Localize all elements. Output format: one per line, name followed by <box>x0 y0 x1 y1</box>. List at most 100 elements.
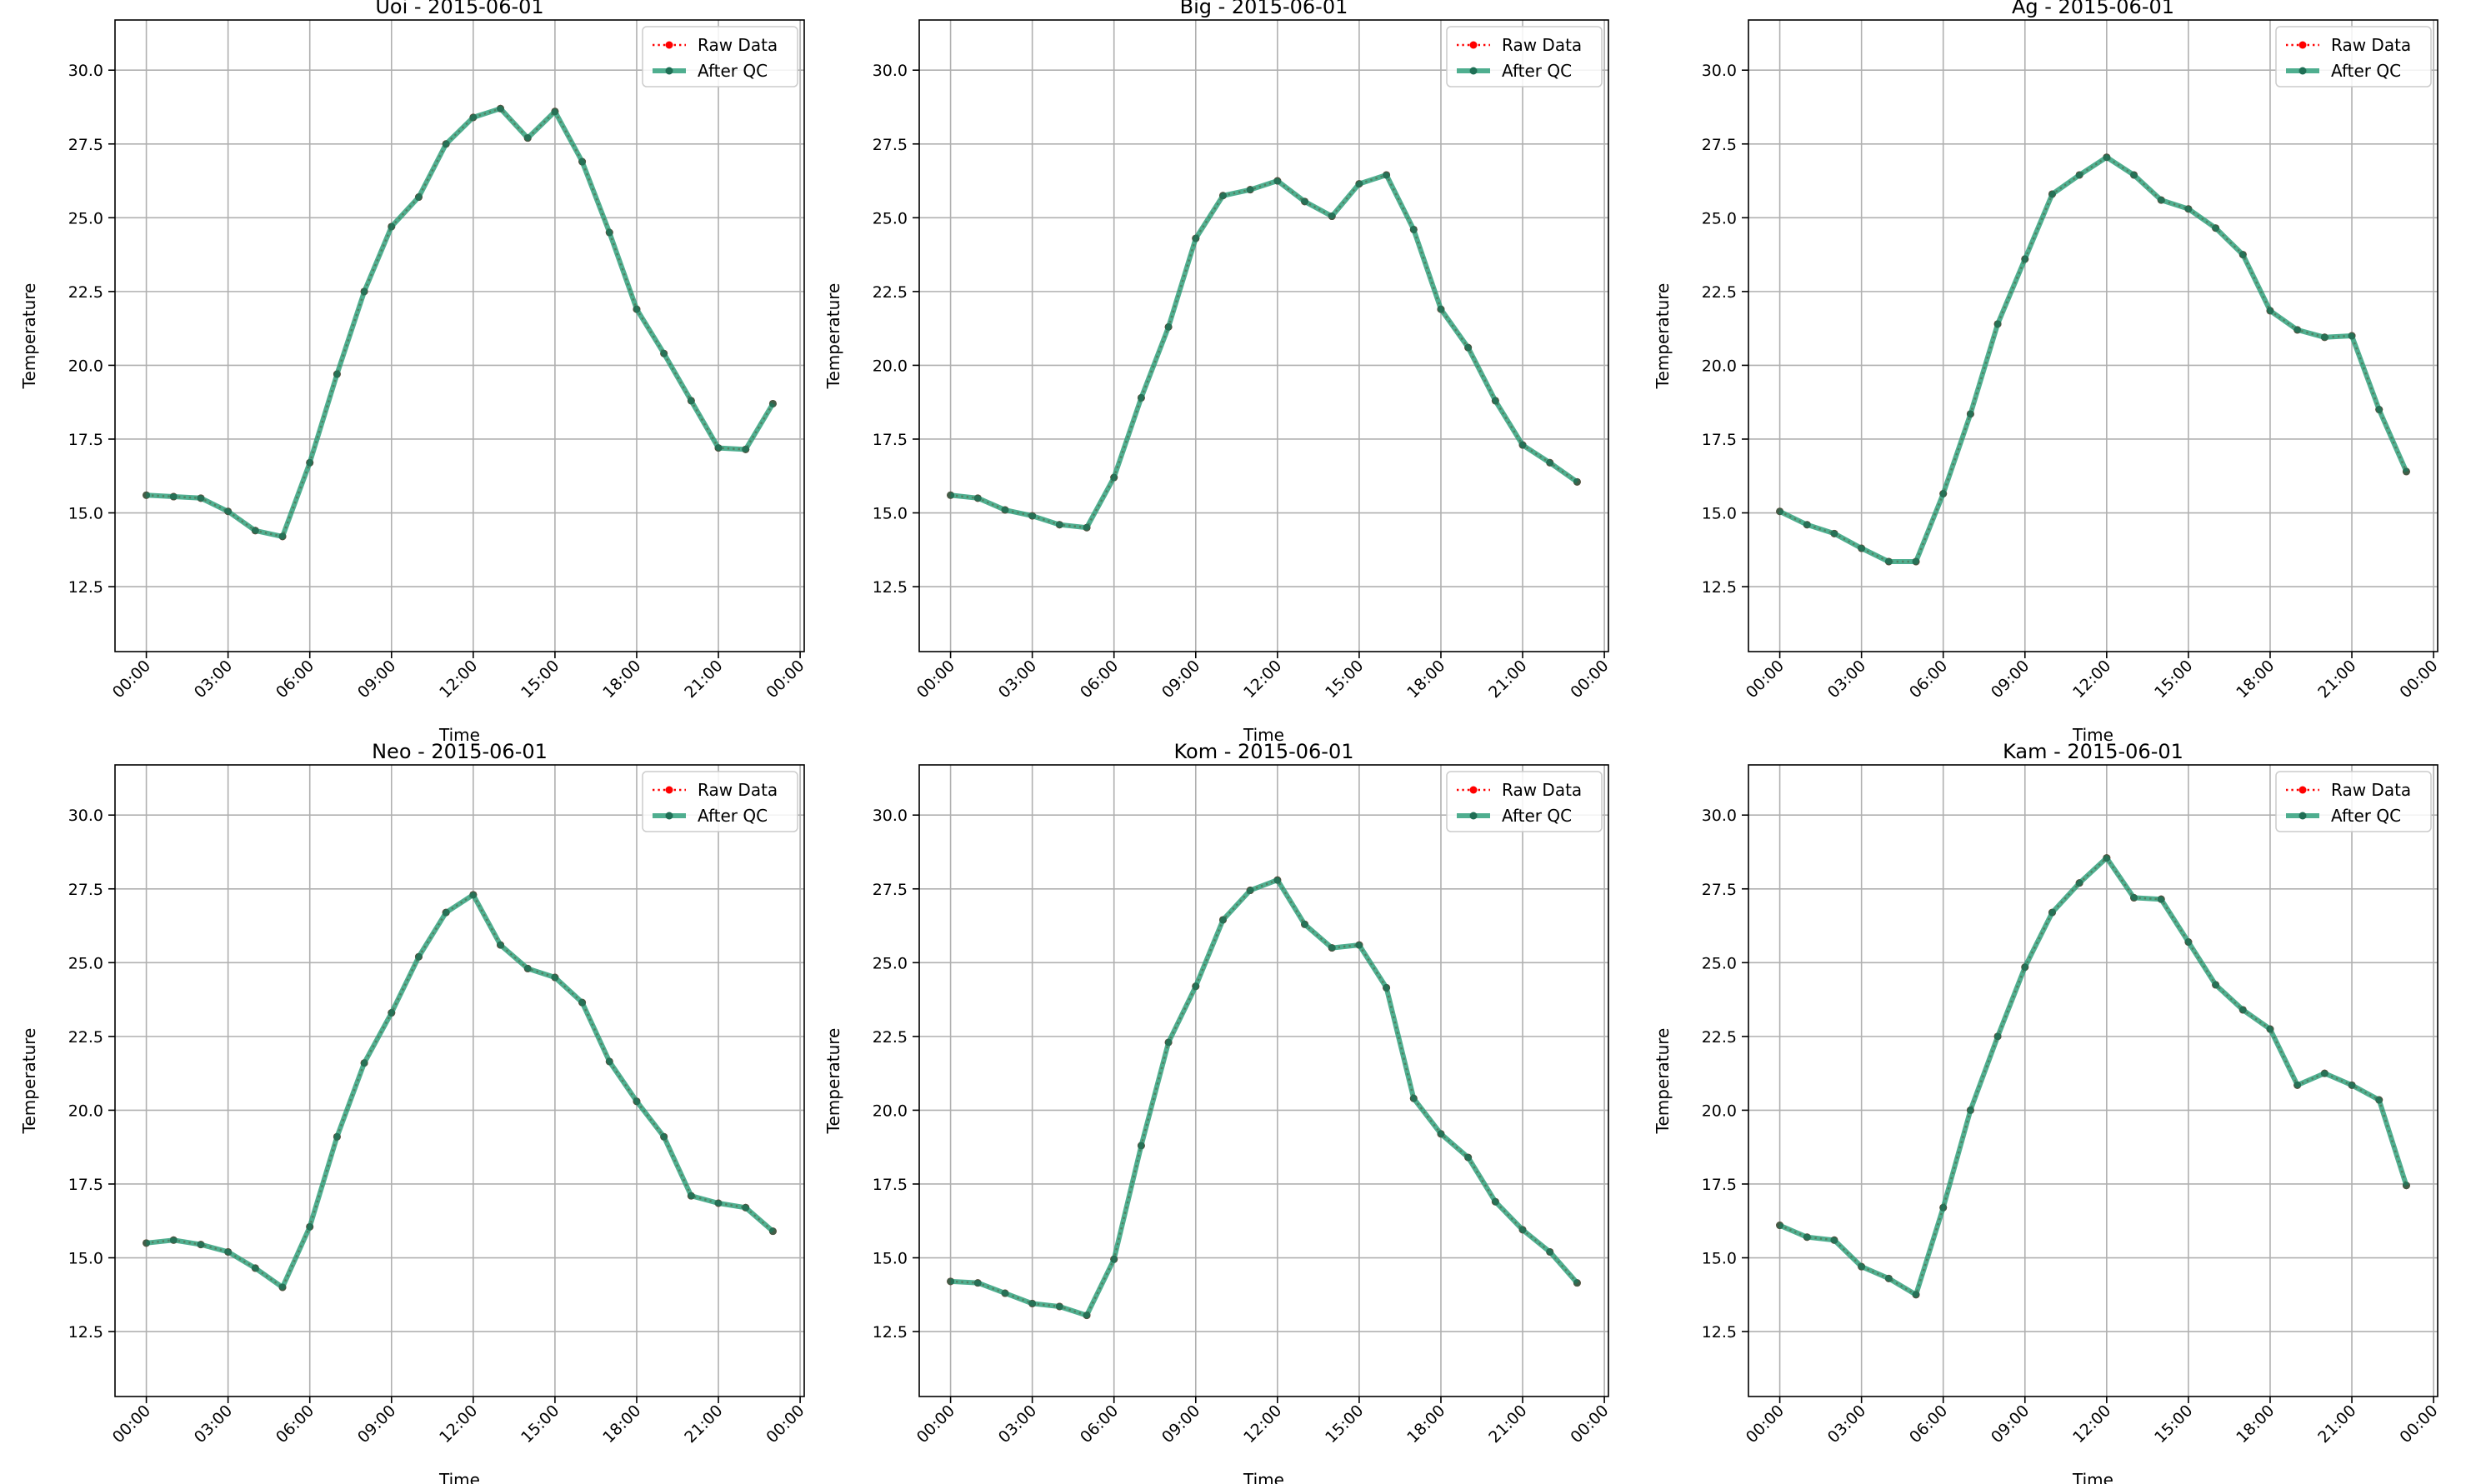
data-point-after-qc <box>2238 251 2247 259</box>
y-tick-label: 17.5 <box>1702 431 1737 449</box>
series-line-after-qc <box>1778 855 2409 1297</box>
legend: Raw Data After QC <box>2275 26 2432 87</box>
chart-panel-5: 00:00 03:00 06:00 09:00 12:00 15:00 18:00 21:00… <box>823 740 1613 1484</box>
data-point-after-qc <box>1491 1197 1499 1206</box>
data-point-after-qc <box>2075 171 2083 179</box>
data-point-after-qc <box>1939 1203 1948 1212</box>
data-point-after-qc <box>1218 192 1227 200</box>
x-axis-label: Time <box>2072 1470 2113 1484</box>
legend: Raw Data After QC <box>642 26 798 87</box>
data-point-after-qc <box>388 1009 396 1017</box>
legend-marker-raw-data <box>1469 786 1478 794</box>
y-tick-label: 17.5 <box>873 431 908 449</box>
legend-marker-after-qc <box>1469 67 1478 75</box>
data-point-after-qc <box>2375 406 2383 414</box>
data-point-after-qc <box>224 507 233 516</box>
legend-marker-raw-data <box>1469 41 1478 49</box>
x-tick-label: 00:00 <box>1567 657 1612 702</box>
data-point-after-qc <box>1912 1291 1920 1299</box>
data-point-after-qc <box>2021 963 2029 972</box>
x-tick-label: 09:00 <box>1158 1402 1203 1447</box>
data-point-after-qc <box>2184 205 2193 213</box>
data-point-after-qc <box>947 1277 955 1286</box>
legend-marker-raw-data <box>665 786 673 794</box>
legend: Raw Data After QC <box>642 771 798 832</box>
data-point-after-qc <box>1164 1038 1173 1047</box>
data-point-after-qc <box>1884 1274 1893 1282</box>
data-point-after-qc <box>551 107 559 116</box>
data-point-after-qc <box>1776 507 1784 516</box>
data-point-after-qc <box>306 1222 314 1231</box>
data-point-after-qc <box>1055 1302 1063 1311</box>
y-tick-label: 25.0 <box>873 954 908 972</box>
data-point-after-qc <box>2320 1069 2328 1077</box>
chart-panel-4: 00:00 03:00 06:00 09:00 12:00 15:00 18:00 21:00… <box>19 740 808 1484</box>
data-point-after-qc <box>1028 1299 1037 1307</box>
y-tick-label: 15.0 <box>1702 1250 1737 1268</box>
y-tick-label: 12.5 <box>68 578 103 597</box>
y-axis-label: Temperature <box>823 283 843 390</box>
y-tick-label: 30.0 <box>68 62 103 80</box>
legend: Raw Data After QC <box>1446 26 1603 87</box>
x-tick-label: 21:00 <box>1485 1402 1530 1447</box>
data-point-after-qc <box>523 964 532 972</box>
legend-label: After QC <box>2331 806 2401 826</box>
x-tick-label: 03:00 <box>1824 1402 1869 1447</box>
data-point-after-qc <box>2266 307 2274 315</box>
data-point-after-qc <box>1884 557 1893 566</box>
x-tick-label: 09:00 <box>354 1402 399 1447</box>
data-point-after-qc <box>1301 197 1309 206</box>
data-point-after-qc <box>333 370 341 378</box>
x-tick-label: 03:00 <box>995 1402 1040 1447</box>
data-point-after-qc <box>2375 1096 2383 1104</box>
x-tick-label: 00:00 <box>763 1402 808 1447</box>
y-tick-label: 12.5 <box>873 1323 908 1342</box>
data-point-after-qc <box>2348 1081 2356 1089</box>
data-point-after-qc <box>1858 1262 1866 1271</box>
legend-label: Raw Data <box>1502 35 1582 55</box>
y-axis-label: Temperature <box>19 283 39 390</box>
x-tick-label: 09:00 <box>354 657 399 702</box>
data-point-after-qc <box>442 908 450 917</box>
legend-label: Raw Data <box>1502 780 1582 800</box>
chart-title: Uoi - 2015-06-01 <box>375 0 543 18</box>
plot-frame <box>1748 764 2438 1397</box>
legend-label: After QC <box>698 61 768 81</box>
y-tick-label: 27.5 <box>1702 881 1737 899</box>
y-axis-label: Temperature <box>1653 283 1673 390</box>
data-point-after-qc <box>1993 1032 2002 1041</box>
data-point-after-qc <box>1409 1094 1418 1102</box>
x-tick-label: 00:00 <box>109 1402 154 1447</box>
y-tick-label: 20.0 <box>873 357 908 375</box>
x-tick-label: 15:00 <box>1322 657 1367 702</box>
x-tick-label: 06:00 <box>1906 657 1951 702</box>
x-tick-label: 09:00 <box>1988 1402 2033 1447</box>
data-point-after-qc <box>1573 1279 1581 1287</box>
legend-marker-after-qc <box>665 67 673 75</box>
data-point-after-qc <box>360 1059 368 1067</box>
data-point-after-qc <box>633 1097 641 1106</box>
data-point-after-qc <box>633 305 641 313</box>
x-tick-label: 03:00 <box>191 657 236 702</box>
data-point-after-qc <box>687 397 695 405</box>
data-point-after-qc <box>1993 320 2002 328</box>
data-point-after-qc <box>1437 305 1445 313</box>
y-tick-label: 22.5 <box>873 283 908 302</box>
data-point-after-qc <box>2402 1182 2410 1190</box>
data-point-after-qc <box>2075 879 2083 887</box>
x-tick-label: 06:00 <box>273 1402 318 1447</box>
chart-panel-2: 00:00 03:00 06:00 09:00 12:00 15:00 18:00 21:00… <box>823 0 1613 745</box>
x-tick-label: 21:00 <box>2314 657 2359 702</box>
y-axis-label: Temperature <box>19 1028 39 1135</box>
y-tick-label: 20.0 <box>1702 1102 1737 1120</box>
y-tick-label: 30.0 <box>1702 807 1737 825</box>
x-tick-label: 09:00 <box>1158 657 1203 702</box>
y-tick-label: 12.5 <box>68 1323 103 1342</box>
data-point-after-qc <box>1858 544 1866 552</box>
x-tick-label: 00:00 <box>1567 1402 1612 1447</box>
data-point-after-qc <box>947 491 955 499</box>
data-point-after-qc <box>388 222 396 231</box>
data-point-after-qc <box>333 1132 341 1141</box>
legend-marker-raw-data <box>665 41 673 49</box>
y-tick-label: 20.0 <box>68 1102 103 1120</box>
